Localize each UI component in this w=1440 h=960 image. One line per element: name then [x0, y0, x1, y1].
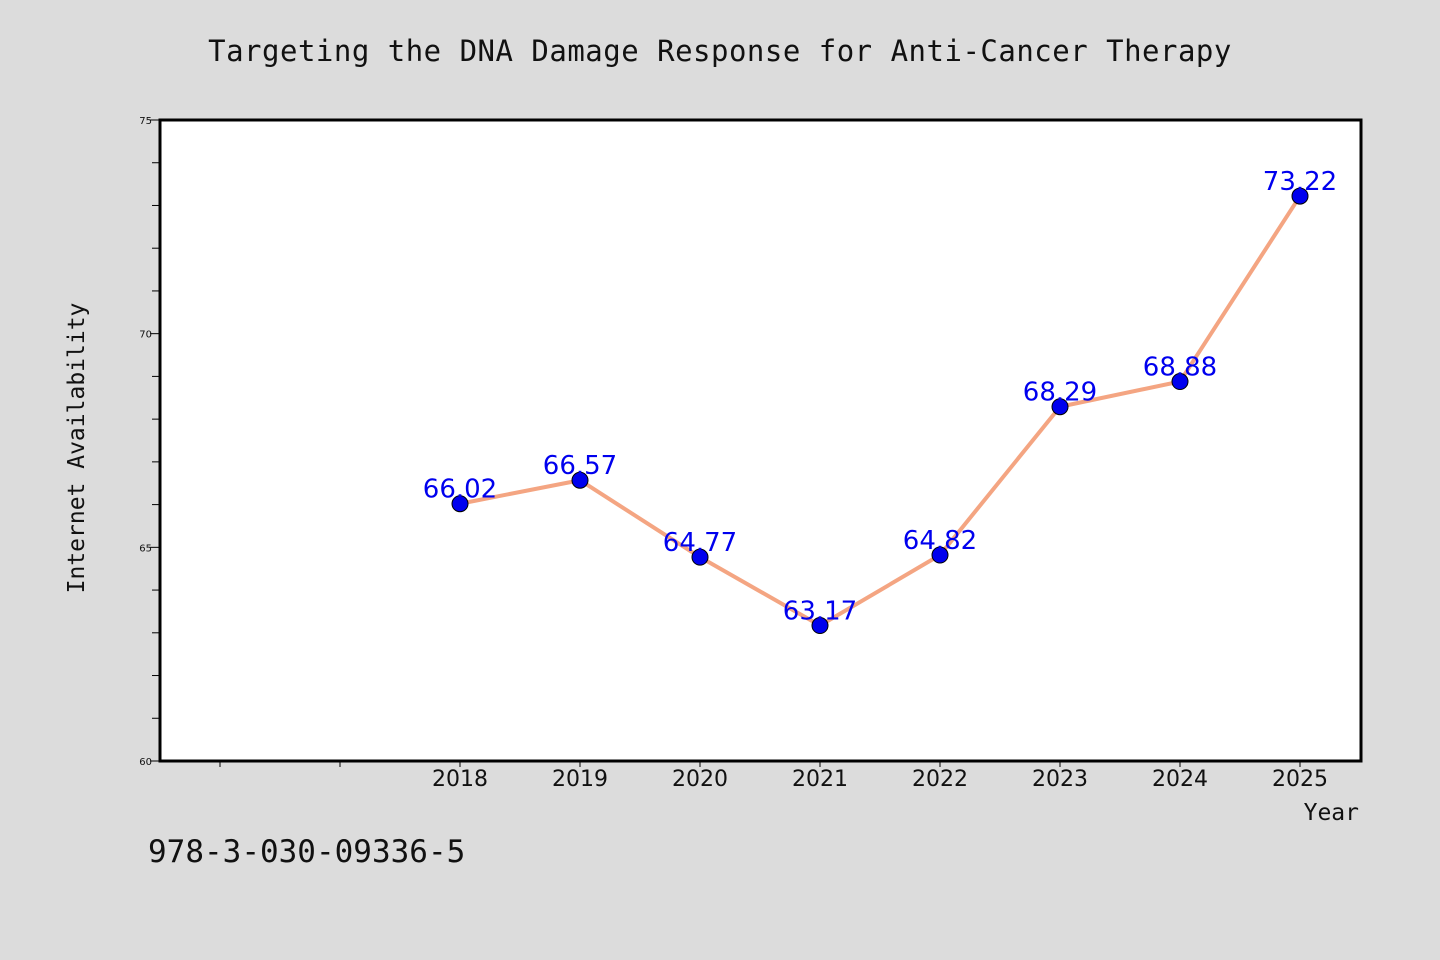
chart-title: Targeting the DNA Damage Response for An… [208, 34, 1232, 68]
y-tick-label: 75 [139, 116, 152, 127]
data-label: 64.77 [663, 528, 737, 558]
x-tick-label: 2025 [1272, 767, 1328, 792]
data-label: 73.22 [1263, 167, 1337, 197]
data-point [1171, 373, 1189, 391]
x-axis: 2018 2019 2020 2021 2022 2023 2024 2025 [219, 761, 1328, 792]
x-tick-label: 2022 [912, 767, 968, 792]
y-axis: 60 65 70 75 [139, 116, 160, 768]
data-label: 68.88 [1143, 353, 1217, 383]
plot-area [158, 118, 1363, 763]
data-point [1051, 398, 1069, 416]
x-tick-label: 2018 [432, 767, 488, 792]
x-tick-label: 2019 [552, 767, 608, 792]
data-point [451, 495, 469, 513]
data-label: 64.82 [903, 526, 977, 556]
data-point [571, 471, 589, 489]
x-axis-title: Year [1304, 800, 1359, 826]
x-tick-label: 2024 [1152, 767, 1208, 792]
data-label: 66.57 [543, 451, 617, 481]
data-label: 66.02 [423, 475, 497, 505]
data-point [1291, 187, 1309, 205]
isbn-number: 978-3-030-09336-5 [148, 834, 466, 870]
data-label: 63.17 [783, 597, 857, 627]
y-tick-label: 70 [139, 330, 152, 341]
data-label: 68.29 [1023, 378, 1097, 408]
x-tick-label: 2020 [672, 767, 728, 792]
series-layer: 66.02 66.57 64.77 63.17 64.82 68.29 68.88 73.22 [423, 167, 1337, 635]
y-tick-label: 60 [139, 757, 152, 768]
x-tick-label: 2023 [1032, 767, 1088, 792]
series-line [458, 194, 1302, 628]
data-point [691, 548, 709, 566]
data-point [931, 546, 949, 564]
y-axis-title: Internet Availability [64, 303, 90, 594]
y-tick-label: 65 [139, 543, 152, 554]
data-point [811, 617, 829, 635]
x-tick-label: 2021 [792, 767, 848, 792]
